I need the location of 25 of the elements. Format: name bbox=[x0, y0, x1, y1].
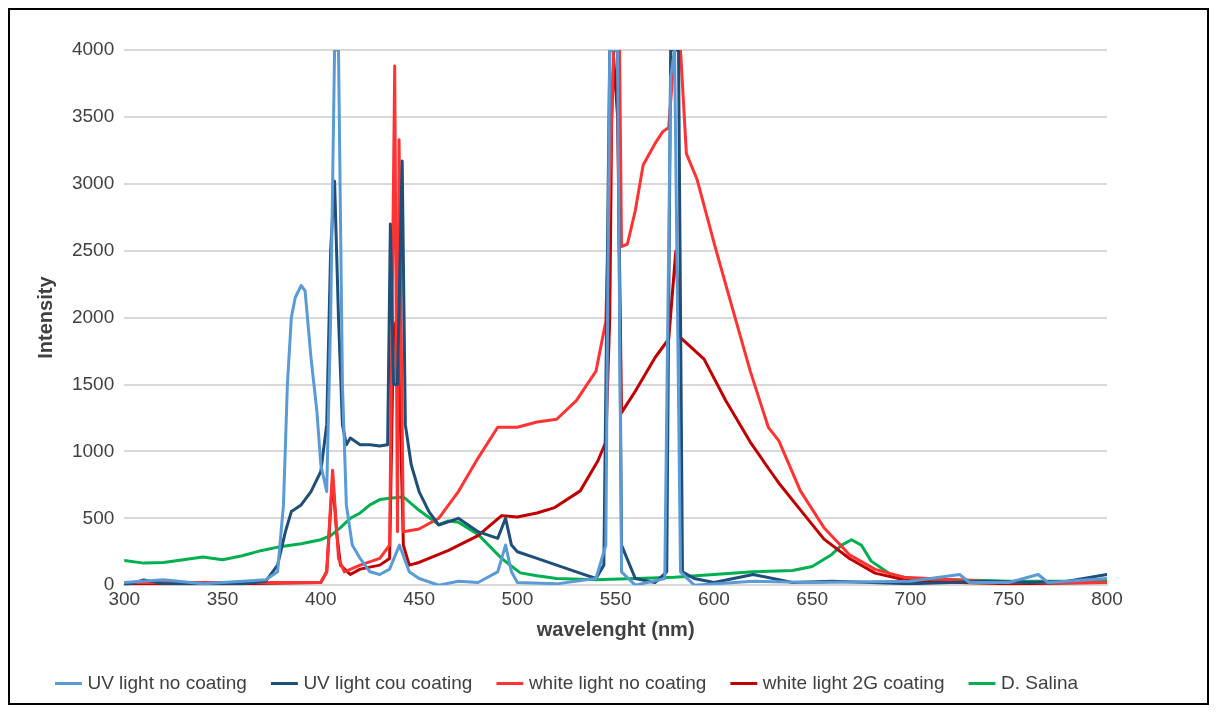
x-tick-label: 650 bbox=[796, 587, 829, 609]
legend-label: UV light cou coating bbox=[303, 671, 473, 693]
x-tick-label: 800 bbox=[1091, 587, 1123, 609]
y-tick-label: 2500 bbox=[71, 238, 115, 260]
y-tick-label: 2000 bbox=[71, 305, 115, 327]
legend-label: white light no coating bbox=[527, 671, 707, 693]
x-tick-label: 450 bbox=[403, 587, 435, 609]
y-tick-label: 3500 bbox=[71, 105, 115, 127]
x-tick-label: 750 bbox=[992, 587, 1025, 609]
y-tick-label: 500 bbox=[82, 506, 115, 528]
y-tick-label: 1000 bbox=[71, 439, 115, 461]
x-tick-label: 700 bbox=[894, 587, 927, 609]
legend-label: UV light no coating bbox=[87, 671, 247, 693]
y-axis-title: Intensity bbox=[33, 275, 56, 359]
x-tick-label: 500 bbox=[501, 587, 534, 609]
y-tick-label: 3000 bbox=[71, 172, 115, 194]
x-tick-label: 400 bbox=[304, 587, 337, 609]
x-axis-title: wavelenght (nm) bbox=[535, 617, 695, 640]
legend-label: D. Salina bbox=[1000, 671, 1079, 693]
legend-label: white light 2G coating bbox=[761, 671, 945, 693]
x-tick-label: 550 bbox=[599, 587, 632, 609]
x-tick-label: 600 bbox=[698, 587, 730, 609]
y-tick-label: 4000 bbox=[71, 38, 115, 60]
y-tick-label: 1500 bbox=[71, 372, 115, 394]
x-tick-label: 350 bbox=[206, 587, 239, 609]
